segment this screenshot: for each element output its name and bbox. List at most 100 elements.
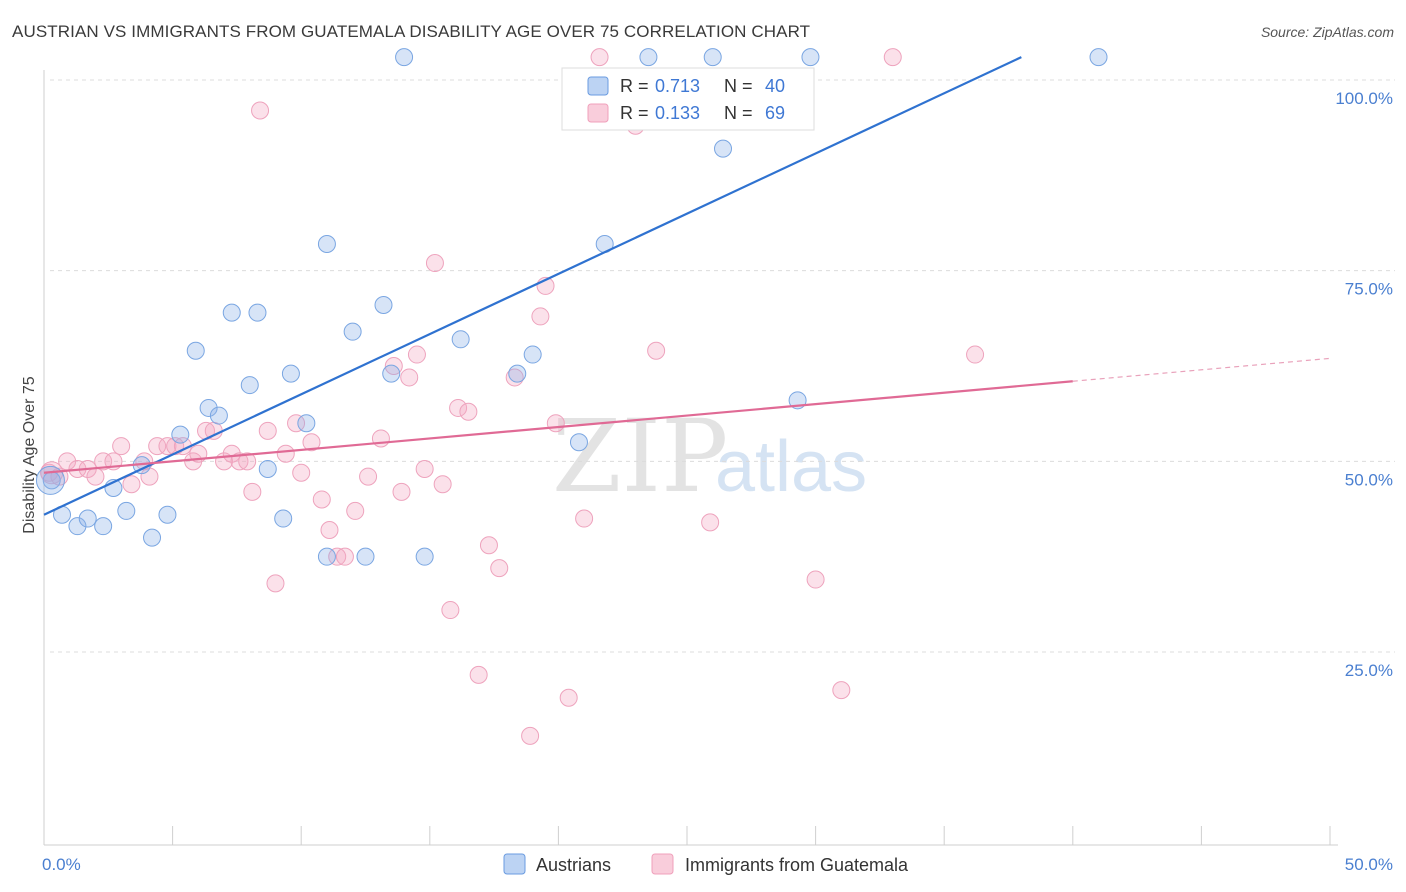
point-guatemala — [230, 452, 249, 471]
point-austrians — [117, 501, 136, 520]
point-guatemala — [266, 574, 285, 593]
watermark-atlas: atlas — [715, 427, 867, 507]
point-guatemala — [469, 665, 488, 684]
point-austrians — [317, 234, 336, 253]
point-austrians — [78, 509, 97, 528]
point-guatemala — [222, 444, 241, 463]
point-austrians — [374, 295, 393, 314]
point-guatemala — [320, 520, 339, 539]
point-guatemala — [546, 414, 565, 433]
point-guatemala — [312, 490, 331, 509]
point-austrians — [395, 48, 414, 67]
point-austrians — [714, 139, 733, 158]
point-guatemala — [425, 254, 444, 273]
legend-r-label-austrians: R = — [620, 76, 649, 96]
point-austrians — [801, 48, 820, 67]
y-tick-label: 100.0% — [1335, 89, 1393, 108]
axes — [43, 70, 1338, 846]
point-guatemala — [883, 48, 902, 67]
point-guatemala — [148, 437, 167, 456]
x-tick-label-max: 50.0% — [1345, 855, 1393, 874]
trend-line-austrians — [43, 56, 1022, 516]
point-guatemala — [122, 475, 141, 494]
legend-n-value-guatemala: 69 — [765, 103, 785, 123]
point-guatemala — [441, 601, 460, 620]
point-guatemala — [531, 307, 550, 326]
bottom-legend: Austrians Immigrants from Guatemala — [503, 853, 909, 875]
legend-swatch-austrians — [587, 76, 609, 96]
point-guatemala — [335, 547, 354, 566]
legend-swatch-guatemala — [587, 103, 609, 123]
point-guatemala — [251, 101, 270, 120]
point-guatemala — [459, 402, 478, 421]
point-austrians — [209, 406, 228, 425]
point-guatemala — [433, 475, 452, 494]
point-guatemala — [292, 463, 311, 482]
point-guatemala — [276, 444, 295, 463]
point-austrians — [569, 433, 588, 452]
point-austrians — [382, 364, 401, 383]
point-austrians — [240, 376, 259, 395]
point-guatemala — [158, 437, 177, 456]
point-guatemala — [449, 398, 468, 417]
legend: R = 0.713 N = 40 R = 0.133 N = 69 — [561, 67, 815, 131]
point-guatemala — [243, 482, 262, 501]
legend-n-label-guatemala: N = — [724, 103, 753, 123]
point-austrians — [248, 303, 267, 322]
point-austrians — [508, 364, 527, 383]
point-guatemala — [86, 467, 105, 486]
legend-r-value-guatemala: 0.133 — [655, 103, 700, 123]
point-guatemala — [328, 547, 347, 566]
chart-source: Source: ZipAtlas.com — [1260, 24, 1394, 40]
y-tick-label: 75.0% — [1345, 280, 1393, 299]
point-guatemala — [204, 421, 223, 440]
watermark: ZIP atlas — [552, 398, 867, 515]
point-guatemala — [590, 48, 609, 67]
y-tick-label: 50.0% — [1345, 470, 1393, 489]
point-austrians — [415, 547, 434, 566]
watermark-zip: ZIP — [552, 398, 728, 515]
gridlines — [50, 79, 1395, 653]
point-austrians — [356, 547, 375, 566]
chart-title: AUSTRIAN VS IMMIGRANTS FROM GUATEMALA DI… — [12, 22, 811, 41]
point-guatemala — [359, 467, 378, 486]
point-guatemala — [521, 726, 540, 745]
point-guatemala — [966, 345, 985, 364]
point-guatemala — [392, 482, 411, 501]
legend-n-value-austrians: 40 — [765, 76, 785, 96]
x-tick-label-min: 0.0% — [42, 855, 81, 874]
point-austrians — [199, 398, 218, 417]
series-austrians-points — [35, 48, 1108, 566]
trend-line-guatemala — [43, 380, 1073, 474]
point-guatemala — [346, 501, 365, 520]
point-austrians — [143, 528, 162, 547]
point-guatemala — [832, 681, 851, 700]
y-axis-title: Disability Age Over 75 — [21, 376, 38, 534]
point-austrians — [274, 509, 293, 528]
trend-line-guatemala-extension — [1072, 357, 1331, 382]
point-austrians — [281, 364, 300, 383]
point-guatemala — [94, 452, 113, 471]
bottom-legend-swatch-guatemala — [651, 853, 674, 875]
point-austrians — [258, 459, 277, 478]
point-guatemala — [490, 559, 509, 578]
bottom-legend-swatch-austrians — [503, 853, 526, 875]
bottom-legend-label-austrians: Austrians — [536, 855, 611, 875]
point-guatemala — [479, 536, 498, 555]
point-guatemala — [287, 414, 306, 433]
point-austrians — [317, 547, 336, 566]
point-austrians — [158, 505, 177, 524]
y-tick-label: 25.0% — [1345, 661, 1393, 680]
point-austrians — [222, 303, 241, 322]
trend-lines — [43, 56, 1331, 516]
point-guatemala — [575, 509, 594, 528]
point-guatemala — [559, 688, 578, 707]
y-tick-labels: 25.0% 50.0% 75.0% 100.0% — [1335, 89, 1393, 680]
point-austrians — [451, 330, 470, 349]
point-guatemala — [238, 452, 257, 471]
series-guatemala-points — [40, 48, 985, 745]
point-austrians — [35, 465, 65, 495]
point-austrians — [703, 48, 722, 67]
legend-r-label-guatemala: R = — [620, 103, 649, 123]
